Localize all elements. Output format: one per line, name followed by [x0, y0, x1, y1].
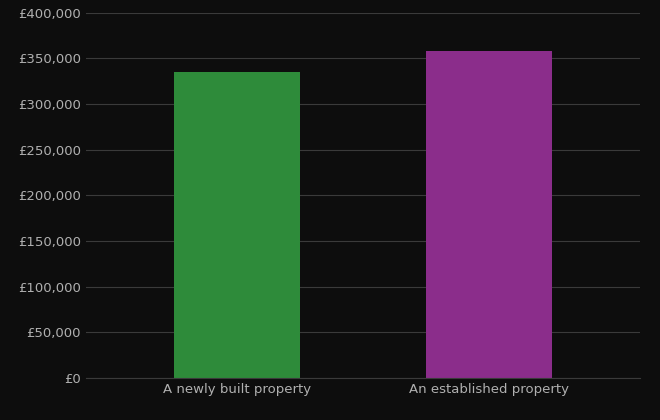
Bar	[174, 72, 300, 378]
Bar	[426, 51, 552, 378]
